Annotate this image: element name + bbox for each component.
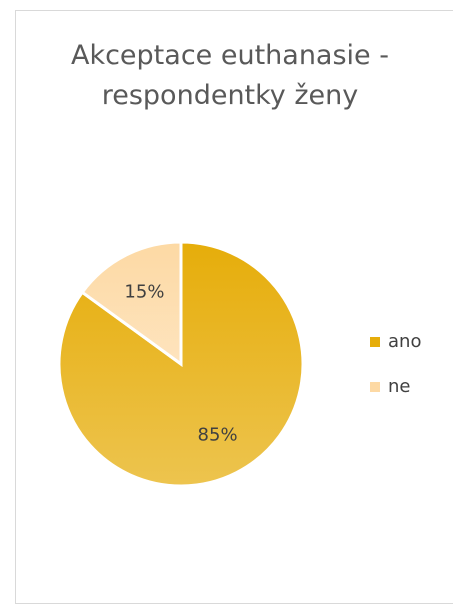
legend-swatch [370,382,380,392]
data-label: 15% [124,281,164,302]
legend-swatch [370,337,380,347]
legend-label: ano [388,331,421,352]
chart-frame [15,10,453,604]
chart-title: Akceptace euthanasie - respondentky ženy [70,40,389,111]
legend-label: ne [388,376,410,397]
data-label: 85% [198,425,238,446]
pie-slice [80,240,183,367]
